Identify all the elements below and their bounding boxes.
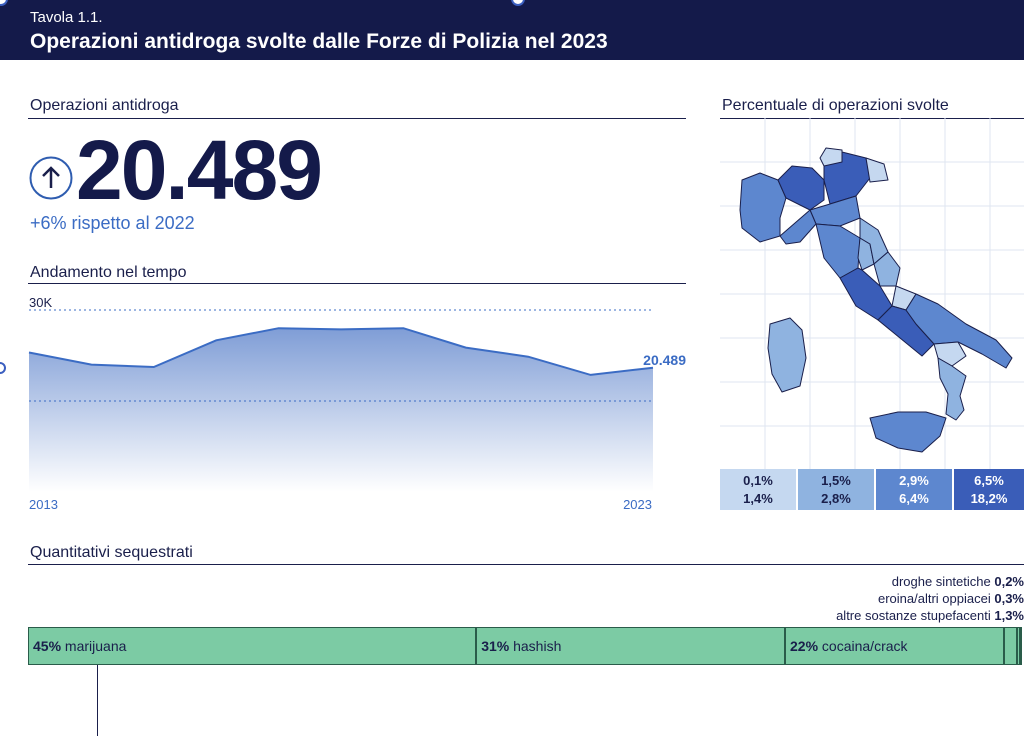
trend-chart: 30K 2013 2023 20.489 [28,295,686,512]
seizures-section-title: Quantitativi sequestrati [30,544,193,561]
small-label-altre-pct: 1,3% [994,608,1024,623]
bar-segment-minor-3 [1004,627,1017,665]
small-label-eroina-pct: 0,3% [994,591,1024,606]
region-puglia [905,293,1013,369]
italy-map [720,118,1024,469]
bar-segment-label: marijuana [61,638,127,654]
trend-end-label: 20.489 [643,352,686,368]
legend-cell-1: 0,1% 1,4% [720,469,796,510]
header-bar: Tavola 1.1. Operazioni antidroga svolte … [0,0,1024,60]
table-number: Tavola 1.1. [30,9,103,26]
region-lazio [839,267,893,321]
map-section-title: Percentuale di operazioni svolte [722,97,949,114]
bar-segment-pct: 45% [33,638,62,654]
region-sicilia [869,411,947,453]
kpi-section-title: Operazioni antidroga [30,97,179,114]
region-liguria [779,209,817,245]
legend-cell-4: 6,5% 18,2% [954,469,1024,510]
region-calabria [937,357,967,421]
bar-segment-pct: 22% [790,638,819,654]
seizures-rule [28,564,1024,565]
bar-segment-minor-4 [1017,627,1020,665]
bar-segment-hashish: 31% hashish [476,627,785,665]
small-label-sintetiche-text: droghe sintetiche [891,574,991,589]
trend-section-title: Andamento nel tempo [30,264,187,281]
trend-rule [28,283,686,284]
small-label-sintetiche-pct: 0,2% [994,574,1024,589]
legend-cell-1-low: 0,1% [743,473,773,488]
small-label-eroina-text: eroina/altri oppiacei [878,591,991,606]
region-abruzzo [873,251,901,287]
legend-cell-2: 1,5% 2,8% [798,469,874,510]
legend-cell-3: 2,9% 6,4% [876,469,952,510]
map-legend: 0,1% 1,4% 1,5% 2,8% 2,9% 6,4% 6,5% 18,2% [720,469,1024,510]
legend-cell-3-high: 6,4% [899,491,929,506]
y-tick-label: 30K [29,295,52,310]
bar-pointer-line [97,665,98,736]
bar-segment-label: hashish [509,638,562,654]
x-tick-label-start: 2013 [29,497,58,512]
legend-cell-1-high: 1,4% [743,491,773,506]
legend-cell-4-high: 18,2% [970,491,1008,506]
small-label-eroina: eroina/altri oppiacei 0,3% [878,591,1024,606]
bar-segment-pct: 31% [481,638,510,654]
small-label-sintetiche: droghe sintetiche 0,2% [892,574,1024,589]
legend-cell-3-low: 2,9% [899,473,929,488]
legend-cell-2-low: 1,5% [821,473,851,488]
region-toscana [815,223,861,279]
kpi-change: +6% rispetto al 2022 [30,213,195,233]
map-rule [720,118,1024,119]
bar-segment-cocaina-crack: 22% cocaina/crack [785,627,1005,665]
region-nw [739,172,787,243]
arrow-up-icon [29,156,73,200]
left-edge-dot [0,362,6,374]
seizures-stacked-bar: 45% marijuana 31% hashish 22% cocaina/crac… [28,627,1024,665]
small-label-altre: altre sostanze stupefacenti 1,3% [836,608,1024,623]
page-title: Operazioni antidroga svolte dalle Forze … [30,30,608,53]
trend-area [29,328,653,492]
x-tick-label-end: 2023 [623,497,652,512]
region-friuli [865,157,889,183]
bar-segment-label: cocaina/crack [818,638,908,654]
bar-segment-minor-5 [1020,627,1022,665]
kpi-rule [28,118,686,119]
region-veneto [823,151,871,205]
small-label-altre-text: altre sostanze stupefacenti [836,608,991,623]
region-trentino [819,147,843,167]
region-lombardia [777,165,825,211]
bar-segment-marijuana: 45% marijuana [28,627,477,665]
kpi-value: 20.489 [76,123,323,217]
legend-cell-4-low: 6,5% [974,473,1004,488]
region-sardegna [767,317,807,393]
legend-cell-2-high: 2,8% [821,491,851,506]
